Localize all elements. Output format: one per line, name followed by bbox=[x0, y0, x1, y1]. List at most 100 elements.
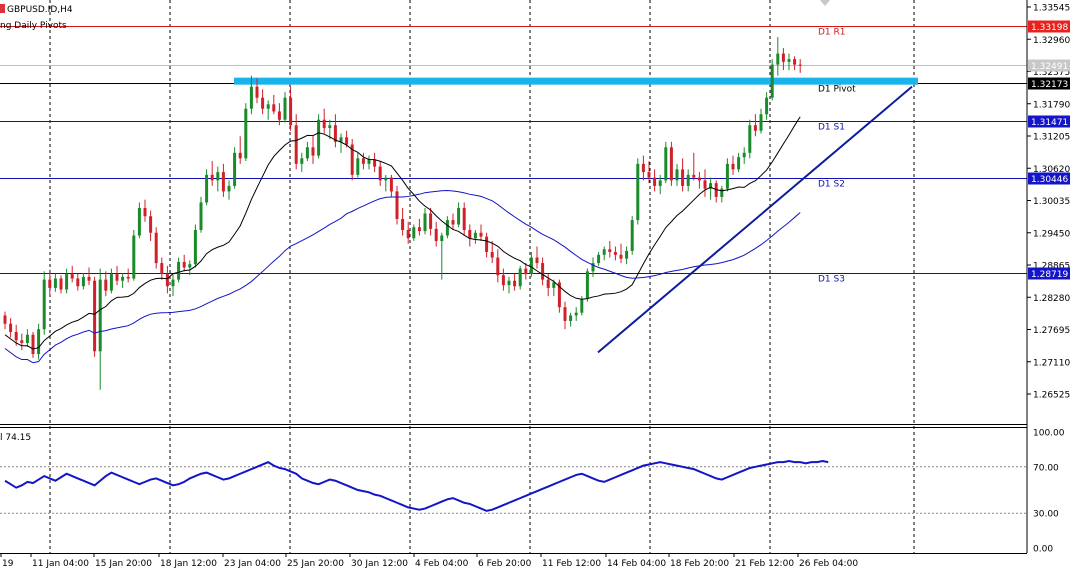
price-box bbox=[1028, 77, 1070, 90]
time-tick-label: 21 Feb 12:00 bbox=[735, 559, 794, 569]
candle-body bbox=[770, 64, 774, 98]
candle-body bbox=[401, 218, 405, 230]
candle-body bbox=[490, 252, 494, 258]
candle-body bbox=[193, 229, 197, 265]
candles bbox=[3, 37, 802, 390]
price-tick-label: 1.27695 bbox=[1033, 326, 1070, 336]
price-axis-ticks: 1.33545 1.32960 1.32375 1.31790 1.31205 1.306… bbox=[1027, 4, 1070, 401]
candle-body bbox=[149, 216, 153, 233]
candle-body bbox=[244, 108, 248, 159]
candle-body bbox=[613, 252, 617, 255]
time-tick-label: 18 Feb 20:00 bbox=[670, 559, 729, 569]
candle-body bbox=[378, 166, 382, 181]
candle-body bbox=[557, 282, 561, 308]
candle-body bbox=[31, 334, 35, 355]
candle-body bbox=[647, 172, 651, 178]
candle-body bbox=[529, 257, 533, 275]
candle-body bbox=[255, 86, 259, 98]
candle-body bbox=[53, 278, 57, 288]
candle-body bbox=[333, 125, 337, 142]
candle-body bbox=[608, 249, 612, 253]
price-box-label: 1.31471 bbox=[1031, 118, 1068, 128]
candle-body bbox=[765, 97, 769, 115]
candle-body bbox=[289, 97, 293, 126]
price-tick-label: 1.27110 bbox=[1033, 358, 1070, 368]
candle-body bbox=[311, 147, 315, 156]
candle-body bbox=[356, 158, 360, 175]
candle-body bbox=[14, 331, 18, 341]
candle-body bbox=[681, 169, 685, 186]
time-axis-ticks: 19 11 Jan 04:00 15 Jan 20:00 18 Jan 12:00 23… bbox=[0, 553, 858, 569]
candle-body bbox=[81, 276, 85, 287]
pivot-label: D1 S1 bbox=[818, 123, 845, 133]
candle-body bbox=[636, 163, 640, 221]
candle-body bbox=[283, 97, 287, 120]
candle-body bbox=[76, 278, 80, 287]
candle-body bbox=[165, 274, 169, 287]
candle-body bbox=[294, 125, 298, 164]
candle-body bbox=[445, 220, 449, 236]
price-box-label: 1.30446 bbox=[1031, 175, 1068, 185]
candle-body bbox=[664, 147, 668, 181]
oscillator-tick-label: 100.00 bbox=[1033, 429, 1065, 439]
candle-body bbox=[221, 172, 225, 192]
time-tick-label: 18 Jan 12:00 bbox=[160, 559, 217, 569]
candle-body bbox=[98, 279, 102, 352]
candle-body bbox=[261, 97, 265, 109]
candle-body bbox=[48, 279, 52, 288]
candle-body bbox=[742, 152, 746, 158]
oscillator-axis-ticks: 100.00 70.00 30.00 0.00 bbox=[1033, 429, 1065, 555]
candle-body bbox=[328, 125, 332, 129]
candle-body bbox=[703, 180, 707, 189]
time-tick-label: 4 Feb 04:00 bbox=[415, 559, 469, 569]
candle-body bbox=[322, 119, 326, 129]
time-tick-label: 11 Jan 04:00 bbox=[32, 559, 89, 569]
candle-body bbox=[177, 261, 181, 280]
candle-body bbox=[569, 315, 573, 321]
candle-body bbox=[300, 158, 304, 164]
symbol-marker-icon bbox=[0, 4, 5, 13]
price-axis-boxes: 1.33198 1.32173 1.31471 1.30446 1.28719 1.324… bbox=[1028, 20, 1070, 280]
candle-body bbox=[93, 280, 97, 352]
candle-body bbox=[541, 263, 545, 280]
candle-body bbox=[417, 227, 421, 232]
candle-body bbox=[42, 279, 46, 330]
price-tick-label: 1.31790 bbox=[1033, 100, 1070, 110]
candle-body bbox=[496, 257, 500, 276]
price-tick-label: 1.28865 bbox=[1033, 262, 1070, 272]
pivot-label: D1 R1 bbox=[818, 28, 846, 38]
price-tick-label: 1.26525 bbox=[1033, 391, 1070, 401]
candle-body bbox=[479, 232, 483, 237]
candle-body bbox=[249, 86, 253, 109]
current-price-label: 1.32491 bbox=[1031, 62, 1068, 72]
candle-body bbox=[205, 174, 209, 203]
candle-body bbox=[143, 207, 147, 217]
oscillator-levels bbox=[0, 466, 1027, 514]
moving-average-slow bbox=[4, 190, 801, 364]
candle-body bbox=[87, 276, 91, 281]
candle-body bbox=[787, 59, 791, 62]
pivot-label: D1 Pivot bbox=[818, 85, 856, 95]
candle-body bbox=[65, 274, 69, 290]
price-tick-label: 1.29450 bbox=[1033, 229, 1070, 239]
candle-body bbox=[305, 147, 309, 159]
shift-marker-icon[interactable] bbox=[820, 0, 830, 6]
candle-body bbox=[748, 125, 752, 153]
candle-body bbox=[686, 174, 690, 186]
candle-body bbox=[709, 183, 713, 189]
candle-body bbox=[625, 250, 629, 259]
candle-body bbox=[485, 236, 489, 253]
candle-body bbox=[115, 274, 119, 281]
candle-body bbox=[109, 274, 113, 291]
pivot-label: D1 S3 bbox=[818, 275, 845, 285]
candle-body bbox=[535, 257, 539, 264]
candle-body bbox=[121, 276, 125, 281]
price-tick-label: 1.33545 bbox=[1033, 4, 1070, 14]
price-box-label: 1.28719 bbox=[1031, 270, 1068, 280]
candle-body bbox=[154, 232, 158, 264]
candle-body bbox=[182, 261, 186, 268]
candle-body bbox=[3, 315, 7, 324]
trendline[interactable] bbox=[597, 85, 913, 354]
time-tick-label: 26 Feb 04:00 bbox=[799, 559, 858, 569]
